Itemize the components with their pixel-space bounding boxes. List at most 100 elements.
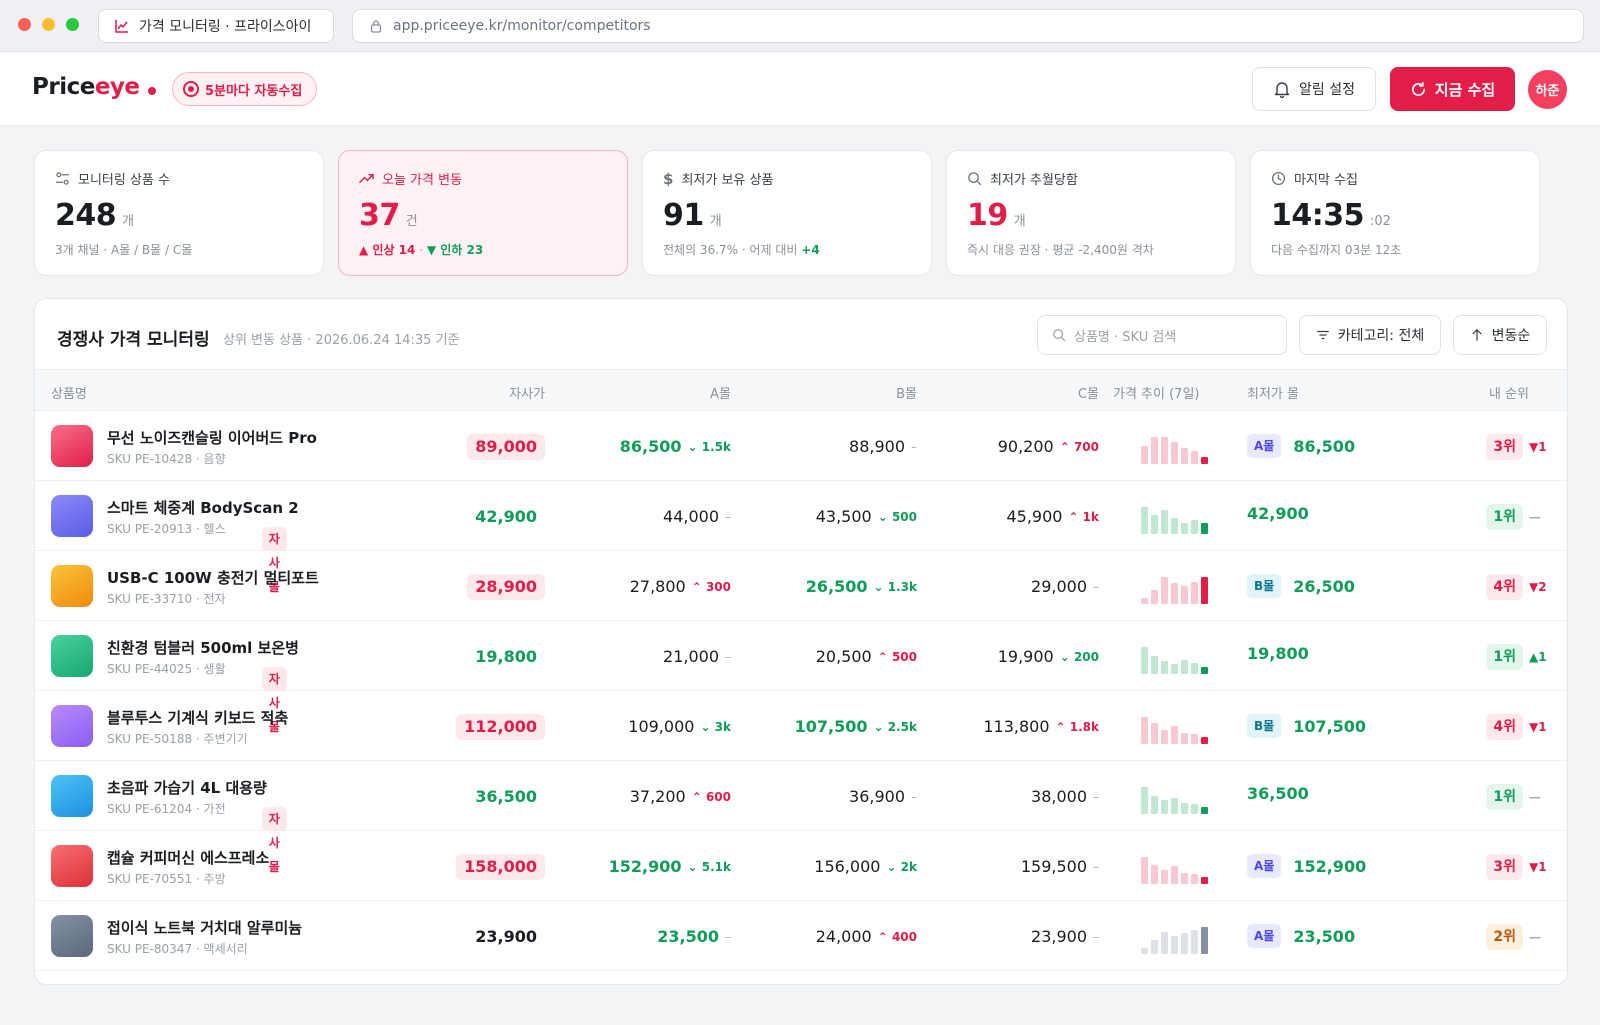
price-delta: ⌃ 700 (1059, 439, 1099, 454)
price-delta: – (1093, 789, 1099, 804)
price-cell-a: 109,000 ⌄ 3k (628, 717, 731, 736)
stat-value: 248 (55, 198, 117, 233)
competitor-price: 19,900 (997, 647, 1054, 666)
rank-change: ▼2 (1529, 580, 1547, 594)
stat-unit: 개 (1013, 214, 1026, 229)
avatar[interactable]: 하준 (1528, 70, 1567, 109)
price-cell-b: 24,000 ⌃ 400 (816, 927, 917, 946)
rank-badge: 3위 (1486, 854, 1523, 880)
column-header-a[interactable]: A몰 (710, 387, 731, 402)
search-input[interactable]: 상품명 · SKU 검색 (1037, 315, 1287, 355)
table-row[interactable]: 캡슐 커피머신 에스프레소 SKU PE-70551 · 주방 158,000 … (35, 831, 1567, 901)
column-header-lowest[interactable]: 최저가 몰 (1247, 387, 1299, 402)
lowest-price: 23,500 (1293, 926, 1356, 946)
browser-tab[interactable]: 가격 모니터링 · 프라이스아이 (98, 9, 334, 43)
product-name[interactable]: 친환경 텀블러 500ml 보온병 (107, 639, 299, 657)
price-cell-a: 27,800 ⌃ 300 (630, 577, 731, 596)
column-header-c[interactable]: C몰 (1077, 387, 1099, 402)
product-name[interactable]: USB-C 100W 충전기 멀티포트 (107, 569, 319, 587)
product-name[interactable]: 블루투스 기계식 키보드 적축 (107, 709, 289, 727)
column-header-name[interactable]: 상품명 (51, 387, 87, 402)
product-thumbnail (51, 775, 93, 817)
competitor-price: 38,000 (1031, 787, 1087, 806)
competitor-price: 152,900 (608, 857, 682, 876)
stat-card-last-collected[interactable]: 마지막 수집 14:35:02 다음 수집까지 03분 12초 (1250, 150, 1540, 276)
lowest-price: 36,500 (1247, 784, 1309, 803)
table-row[interactable]: 접이식 노트북 거치대 알루미늄 SKU PE-80347 · 액세서리 23,… (35, 901, 1567, 971)
rank-badge: 3위 (1486, 434, 1523, 460)
sparkline-bar (1181, 733, 1188, 744)
sparkline-bar (1191, 874, 1198, 884)
rank-change: — (1529, 790, 1541, 804)
price-cell-c: 90,200 ⌃ 700 (998, 437, 1099, 456)
stat-card-lowest-held[interactable]: $ 최저가 보유 상품 91 개 전체의 36.7% · 어제 대비 +4 (642, 150, 932, 276)
column-header-b[interactable]: B몰 (896, 387, 917, 402)
browser-chrome: 가격 모니터링 · 프라이스아이 app.priceeye.kr/monitor… (0, 0, 1600, 52)
competitor-price: 24,000 (815, 927, 872, 946)
sort-label: 변동순 (1491, 328, 1531, 344)
product-name[interactable]: 접이식 노트북 거치대 알루미늄 (107, 919, 303, 937)
price-delta: ⌄ 2k (886, 859, 917, 874)
product-thumbnail (51, 705, 93, 747)
lock-icon (370, 20, 382, 33)
stat-card-overtaken[interactable]: 최저가 추월당함 19 개 즉시 대응 권장 · 평균 -2,400원 격차 (946, 150, 1236, 276)
product-name[interactable]: 초음파 가습기 4L 대용량 (107, 779, 267, 797)
category-filter-button[interactable]: 카테고리: 전체 (1299, 315, 1441, 355)
price-delta: ⌄ 2.5k (873, 719, 917, 734)
close-window-button[interactable] (18, 18, 31, 31)
address-bar[interactable]: app.priceeye.kr/monitor/competitors (352, 9, 1584, 43)
competitor-price: 44,000 (663, 507, 719, 526)
column-header-trend: 가격 추이 (7일) (1113, 387, 1200, 402)
logo[interactable]: Priceeye (32, 74, 156, 100)
competitor-price: 159,500 (1020, 857, 1087, 876)
table-row[interactable]: 친환경 텀블러 500ml 보온병 SKU PE-44025 · 생활 19,8… (35, 621, 1567, 734)
refresh-icon (1411, 81, 1425, 96)
lowest-mall-cell: A몰 23,500 (1247, 924, 1355, 948)
sparkline-bar (1201, 807, 1208, 814)
price-delta: ⌄ 5.1k (687, 859, 731, 874)
own-price: 89,000 (467, 434, 545, 460)
stat-card-monitored[interactable]: 모니터링 상품 수 248 개 3개 채널 · A몰 / B몰 / C몰 (34, 150, 324, 276)
sparkline-bar (1171, 798, 1178, 814)
sparkline-bar (1161, 577, 1168, 604)
maximize-window-button[interactable] (66, 18, 79, 31)
stat-label: 모니터링 상품 수 (78, 173, 170, 188)
sparkline-bar (1141, 647, 1148, 674)
product-name[interactable]: 캡슐 커피머신 에스프레소 (107, 849, 270, 867)
rank-cell: 4위 ▼1 (1486, 714, 1551, 740)
price-cell-a: 44,000 – (663, 507, 731, 526)
lowest-mall-tag: A몰 (1247, 924, 1282, 948)
sort-button[interactable]: 변동순 (1453, 315, 1547, 355)
competitor-price: 23,900 (1031, 927, 1087, 946)
lowest-mall-tag: B몰 (1247, 714, 1282, 738)
table-row[interactable]: USB-C 100W 충전기 멀티포트 SKU PE-33710 · 전자 28… (35, 551, 1567, 621)
sparkline-bar (1191, 582, 1198, 604)
stat-card-price-changes[interactable]: 오늘 가격 변동 37 건 ▲ 인상 14 · ▼ 인하 23 (338, 150, 628, 276)
price-delta: – (1093, 859, 1099, 874)
price-cell-b: 88,900 – (849, 437, 917, 456)
alert-settings-button[interactable]: 알림 설정 (1252, 67, 1376, 111)
column-header-rank[interactable]: 내 순위 (1488, 387, 1529, 402)
stat-unit: :02 (1370, 214, 1391, 229)
stat-label: 마지막 수집 (1294, 173, 1358, 188)
competitor-price: 20,500 (815, 647, 872, 666)
filter-icon (1316, 330, 1329, 340)
stat-value: 19 (967, 198, 1008, 233)
competitor-price: 29,000 (1031, 577, 1087, 596)
column-header-own[interactable]: 자사가 (509, 387, 545, 402)
collect-now-button[interactable]: 지금 수집 (1390, 67, 1515, 111)
price-cell-c: 113,800 ⌃ 1.8k (983, 717, 1099, 736)
price-cell-c: 19,900 ⌄ 200 (998, 647, 1099, 666)
table-row[interactable]: 초음파 가습기 4L 대용량 SKU PE-61204 · 가전 36,500 … (35, 761, 1567, 874)
product-name[interactable]: 스마트 체중계 BodyScan 2 (107, 499, 299, 517)
table-row[interactable]: 무선 노이즈캔슬링 이어버드 Pro SKU PE-10428 · 음향 89,… (35, 411, 1567, 481)
sparkline-bar (1171, 518, 1178, 534)
product-name[interactable]: 무선 노이즈캔슬링 이어버드 Pro (107, 429, 317, 447)
minimize-window-button[interactable] (42, 18, 55, 31)
table-row[interactable]: 블루투스 기계식 키보드 적축 SKU PE-50188 · 주변기기 112,… (35, 691, 1567, 761)
table-row[interactable]: 스마트 체중계 BodyScan 2 SKU PE-20913 · 헬스 42,… (35, 481, 1567, 594)
rank-badge: 1위 (1486, 784, 1523, 810)
own-price: 42,900 (475, 507, 537, 526)
logo-dot (147, 87, 156, 95)
price-cell-a: 86,500 ⌄ 1.5k (620, 437, 731, 456)
